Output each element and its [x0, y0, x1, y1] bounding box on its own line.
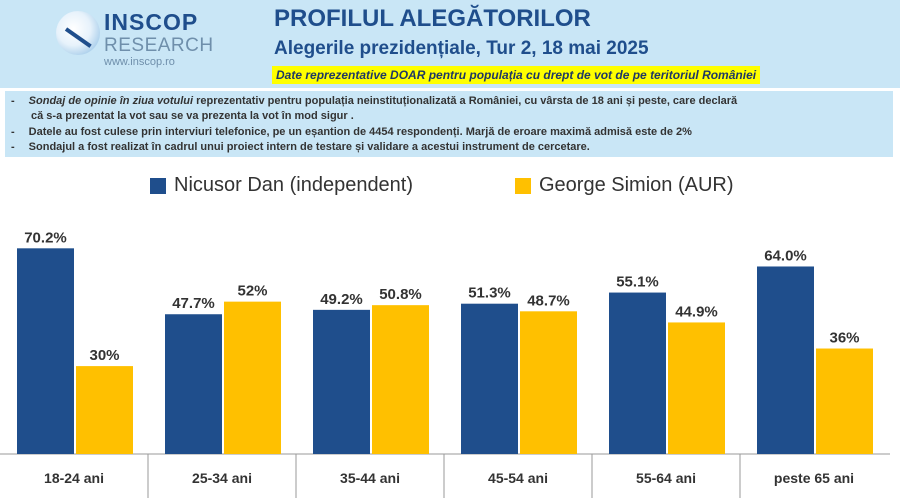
data-label: 48.7%: [527, 292, 570, 309]
note-bullet: -: [11, 95, 15, 107]
bar: [520, 311, 577, 454]
category-label: 18-24 ani: [44, 470, 104, 486]
note-bullet: -: [11, 126, 15, 138]
bar: [461, 303, 518, 454]
category-label: 25-34 ani: [192, 470, 252, 486]
category-label: 45-54 ani: [488, 470, 548, 486]
legend-swatch: [515, 178, 531, 194]
category-label: 35-44 ani: [340, 470, 400, 486]
logo-gauge-icon: [56, 11, 100, 55]
disclaimer-banner: Date reprezentative DOAR pentru populați…: [272, 66, 761, 84]
note-text: Datele au fost culese prin interviuri te…: [28, 126, 692, 138]
bar: [224, 301, 281, 454]
data-label: 36%: [829, 330, 859, 347]
bar: [165, 314, 222, 454]
inscop-logo: INSCOP RESEARCH www.inscop.ro: [56, 9, 216, 71]
note-italic: Sondaj de opinie în ziua votului: [28, 95, 194, 107]
note-line: - Sondaj de opinie în ziua votului reprez…: [11, 94, 737, 108]
note-text: Sondajul a fost realizat în cadrul unui …: [28, 141, 590, 153]
note-line: că s-a prezentat la vot sau se va prezen…: [11, 109, 354, 123]
bar: [668, 322, 725, 454]
note-text: reprezentativ pentru populația neinstitu…: [193, 95, 738, 107]
data-label: 47.7%: [172, 295, 215, 312]
legend-label: Nicusor Dan (independent): [174, 174, 414, 196]
note-line: - Datele au fost culese prin interviuri t…: [11, 125, 692, 139]
bar: [757, 266, 814, 454]
data-label: 51.3%: [468, 285, 511, 302]
bar-chart: 70.2% 30% 18-24 ani 47.7% 52% 25-34 ani 49.2% 5…: [0, 229, 890, 498]
bar: [816, 348, 873, 454]
page-title: PROFILUL ALEGĂTORILOR: [274, 5, 591, 32]
data-label: 52%: [237, 283, 267, 300]
note-bullet: -: [11, 141, 15, 153]
legend-label: George Simion (AUR): [539, 174, 734, 196]
methodology-notes: - Sondaj de opinie în ziua votului reprez…: [5, 91, 893, 157]
bar: [372, 305, 429, 454]
note-text: că s-a prezentat la vot sau se va prezen…: [31, 110, 354, 122]
data-label: 64.0%: [764, 247, 807, 264]
bar: [76, 366, 133, 454]
note-line: - Sondajul a fost realizat în cadrul unui…: [11, 140, 590, 154]
legend-swatch: [150, 178, 166, 194]
header-banner: INSCOP RESEARCH www.inscop.ro PROFILUL A…: [0, 0, 900, 88]
logo-name: INSCOP: [104, 9, 199, 35]
data-label: 44.9%: [675, 303, 718, 320]
data-label: 55.1%: [616, 274, 659, 291]
data-label: 70.2%: [24, 229, 67, 246]
data-label: 50.8%: [379, 286, 422, 303]
bar: [17, 248, 74, 454]
data-label: 30%: [89, 347, 119, 364]
bar: [313, 309, 370, 454]
logo-web: www.inscop.ro: [104, 56, 175, 68]
logo-sub: RESEARCH: [104, 35, 214, 56]
data-label: 49.2%: [320, 291, 363, 308]
page-subtitle: Alegerile prezidențiale, Tur 2, 18 mai 2…: [274, 38, 649, 59]
category-label: 55-64 ani: [636, 470, 696, 486]
bar: [609, 292, 666, 454]
category-label: peste 65 ani: [774, 470, 854, 486]
